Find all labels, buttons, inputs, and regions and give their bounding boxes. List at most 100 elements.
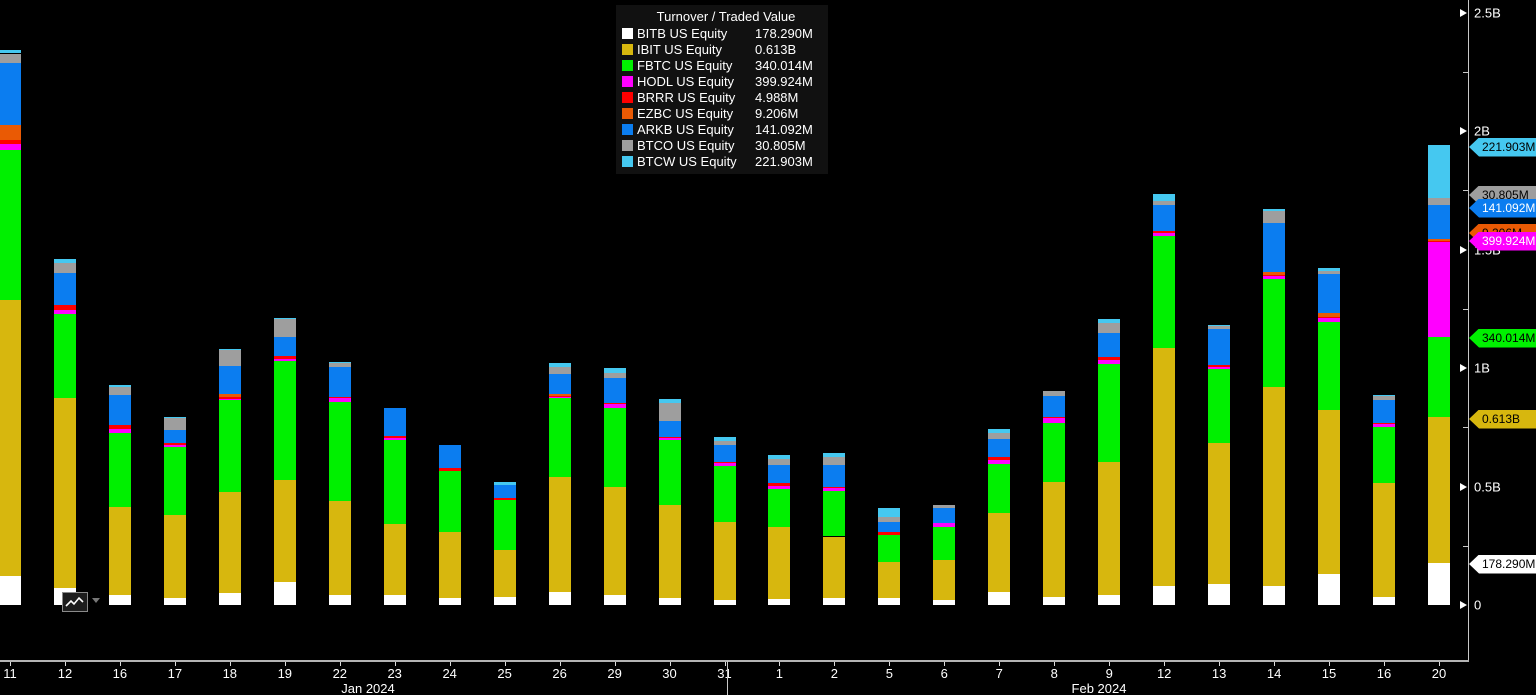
bar-segment [0,150,21,300]
bar-segment [604,408,626,488]
legend-item[interactable]: ARKB US Equity141.092M [622,121,820,137]
x-axis-line [0,660,1469,662]
bar-segment [714,445,736,462]
bar-segment [274,337,296,356]
legend-item-name: BRRR US Equity [637,90,755,105]
x-tick-label: 7 [996,666,1003,681]
legend-title: Turnover / Traded Value [622,8,820,25]
x-tick-label: 26 [552,666,566,681]
bar-segment [714,522,736,600]
bar-segment [1428,239,1450,241]
bar-segment [878,532,900,535]
legend-item-value: 30.805M [755,138,806,153]
bar-segment [1098,323,1120,332]
x-tick-label: 2 [831,666,838,681]
bar-segment [1153,205,1175,231]
bar-segment [1043,418,1065,423]
x-tick-label: 15 [1322,666,1336,681]
bar-segment [659,440,681,505]
bar-segment [604,403,626,404]
bar-segment [384,436,406,439]
bar-segment [1098,357,1120,360]
bar-segment [0,125,21,140]
x-tick-label: 12 [58,666,72,681]
legend-swatch [622,108,633,119]
line-chart-icon [65,596,85,609]
legend-item[interactable]: BITB US Equity178.290M [622,25,820,41]
bar-segment [329,402,351,501]
x-tick-label: 8 [1051,666,1058,681]
legend-item-name: EZBC US Equity [637,106,755,121]
legend-item[interactable]: FBTC US Equity340.014M [622,57,820,73]
bar-segment [219,492,241,593]
bar-segment [768,459,790,466]
bar-segment [109,433,131,507]
bar-segment [1208,584,1230,605]
legend-item[interactable]: BTCW US Equity221.903M [622,153,820,169]
y-minor-tick [1463,427,1468,428]
bar-segment [439,532,461,599]
x-tick-label: 31 [717,666,731,681]
bar-segment [1373,423,1395,424]
bar-segment [1373,427,1395,483]
value-tag: 0.613B [1469,410,1536,429]
bar-segment [768,489,790,527]
bar-segment [1098,364,1120,462]
bar-segment [54,263,76,273]
value-tag: 178.290M [1469,555,1536,574]
y-tick-label: 0 [1474,598,1481,613]
bar-segment [988,457,1010,460]
bar-segment [219,349,241,350]
bar-segment [988,592,1010,605]
legend-item-value: 340.014M [755,58,813,73]
bar-segment [768,486,790,489]
bar-segment [109,387,131,395]
y-major-tick [1460,364,1467,372]
bar-segment [54,398,76,588]
bar-segment [1318,274,1340,313]
x-tick-label: 24 [442,666,456,681]
bar-segment [1318,318,1340,322]
legend-item[interactable]: HODL US Equity399.924M [622,73,820,89]
bar-segment [1373,396,1395,400]
bar-segment [164,445,186,447]
legend-item-value: 9.206M [755,106,798,121]
bar-segment [494,597,516,605]
bar-segment [1428,337,1450,418]
bar-segment [1043,391,1065,397]
bar-segment [219,593,241,605]
y-major-tick [1460,483,1467,491]
bar-segment [1098,595,1120,605]
bar-segment [1098,333,1120,357]
y-major-tick [1460,246,1467,254]
bar-segment [1153,201,1175,205]
x-tick-label: 16 [1377,666,1391,681]
bar-segment [109,385,131,386]
legend-swatch [622,92,633,103]
legend-swatch [622,60,633,71]
bar-segment [878,517,900,522]
bar-segment [329,595,351,605]
legend-swatch [622,76,633,87]
bar-segment [494,482,516,485]
legend-item[interactable]: BTCO US Equity30.805M [622,137,820,153]
bar-segment [1428,145,1450,198]
bar-segment [768,483,790,486]
chevron-down-icon[interactable] [92,598,100,603]
legend-swatch [622,28,633,39]
bar-segment [1208,443,1230,584]
bar-segment [54,314,76,398]
bar-segment [219,399,241,400]
legend-item[interactable]: IBIT US Equity0.613B [622,41,820,57]
chart-tool-button[interactable] [62,592,88,612]
legend-item[interactable]: EZBC US Equity9.206M [622,105,820,121]
bar-segment [1373,395,1395,396]
bar-segment [604,373,626,378]
bar-segment [659,421,681,437]
bar-segment [1318,322,1340,410]
bar-segment [1043,482,1065,597]
bar-segment [933,523,955,526]
bar-segment [494,498,516,500]
bar-segment [384,524,406,595]
legend-item[interactable]: BRRR US Equity4.988M [622,89,820,105]
